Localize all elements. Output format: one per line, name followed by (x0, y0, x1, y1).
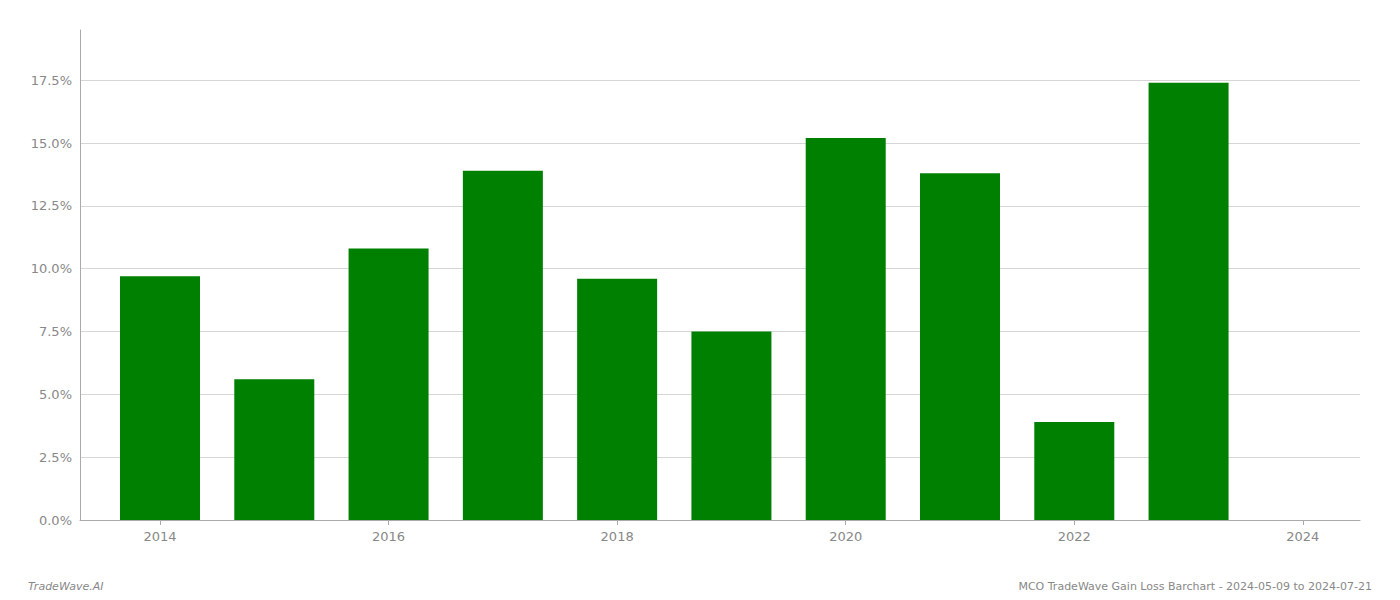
svg-text:MCO TradeWave Gain Loss Barcha: MCO TradeWave Gain Loss Barchart - 2024-… (1018, 580, 1372, 593)
svg-text:15.0%: 15.0% (31, 136, 72, 151)
svg-text:2016: 2016 (372, 529, 405, 544)
svg-text:17.5%: 17.5% (31, 73, 72, 88)
svg-text:2022: 2022 (1058, 529, 1091, 544)
svg-text:TradeWave.AI: TradeWave.AI (28, 580, 103, 593)
svg-text:7.5%: 7.5% (39, 324, 72, 339)
svg-text:12.5%: 12.5% (31, 198, 72, 213)
svg-text:2020: 2020 (829, 529, 862, 544)
svg-text:0.0%: 0.0% (39, 513, 72, 528)
svg-text:2018: 2018 (601, 529, 634, 544)
svg-text:5.0%: 5.0% (39, 387, 72, 402)
svg-text:10.0%: 10.0% (31, 261, 72, 276)
svg-text:2024: 2024 (1286, 529, 1319, 544)
svg-text:2014: 2014 (143, 529, 176, 544)
svg-text:2.5%: 2.5% (39, 450, 72, 465)
